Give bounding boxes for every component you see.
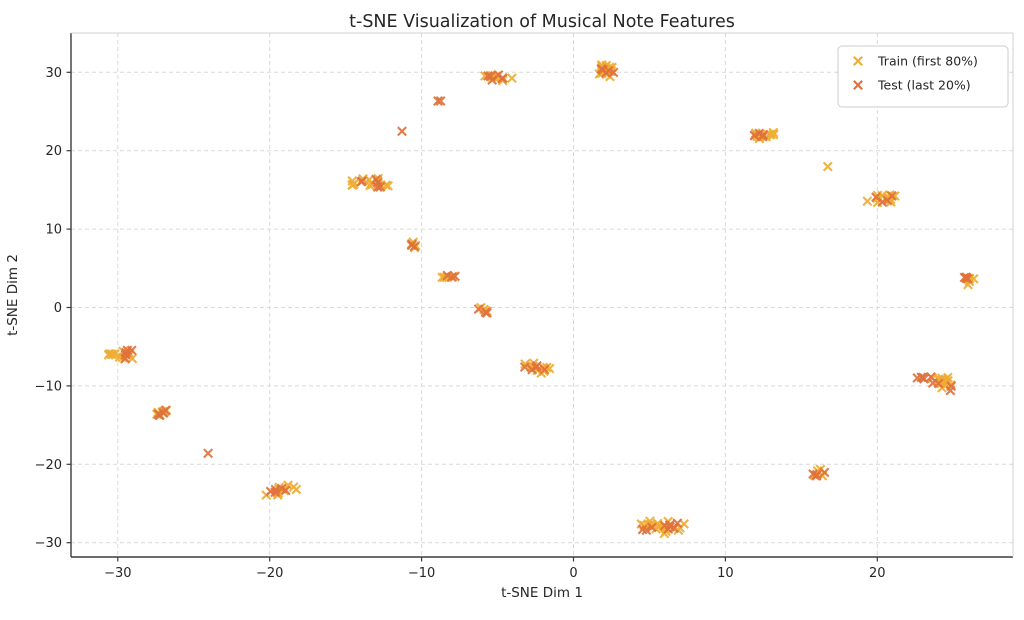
test-marker — [672, 518, 683, 529]
train-marker — [106, 349, 117, 360]
train-marker — [348, 179, 359, 190]
test-marker — [519, 362, 530, 373]
test-marker — [946, 381, 957, 392]
axes-spines — [70, 32, 1014, 558]
test-marker — [120, 353, 131, 364]
test-marker — [819, 467, 830, 478]
train-series — [103, 59, 979, 539]
y-tick-label: 30 — [45, 66, 62, 81]
axis-tick-labels: −30 −20 −10 0 10 20 30 20 10 0 −10 −20 −30 — [35, 66, 886, 581]
x-tick-label: −10 — [408, 566, 435, 581]
train-marker — [104, 348, 115, 359]
train-marker — [506, 73, 517, 84]
train-marker — [288, 482, 299, 493]
test-marker — [442, 270, 453, 281]
test-marker — [669, 523, 680, 534]
train-marker — [862, 196, 873, 207]
test-marker — [433, 96, 443, 106]
x-tick-label: 20 — [869, 566, 886, 581]
legend-train-marker-icon — [853, 56, 863, 66]
test-marker — [372, 182, 383, 192]
train-marker — [942, 372, 953, 383]
legend: Train (first 80%) Test (last 20%) — [837, 45, 1009, 108]
test-marker — [473, 304, 484, 315]
test-marker — [637, 524, 648, 535]
test-marker — [126, 345, 137, 356]
legend-train-label: Train (first 80%) — [877, 54, 978, 69]
train-marker — [768, 129, 779, 140]
legend-box — [837, 45, 1009, 108]
y-tick-label: −10 — [35, 379, 62, 394]
test-marker — [487, 75, 498, 86]
test-series — [120, 64, 973, 536]
test-marker — [871, 192, 881, 203]
test-marker — [539, 364, 550, 375]
test-marker — [407, 239, 418, 250]
test-marker — [276, 483, 287, 494]
test-marker — [375, 182, 386, 192]
gridlines — [71, 33, 1013, 557]
test-marker — [435, 95, 446, 106]
x-tick-label: −20 — [256, 566, 283, 581]
x-axis-label: t-SNE Dim 1 — [501, 585, 583, 601]
train-marker — [383, 180, 394, 191]
test-marker — [120, 349, 131, 360]
test-marker — [961, 273, 972, 284]
test-marker — [916, 372, 927, 383]
y-tick-label: 20 — [45, 144, 62, 159]
test-marker — [646, 522, 657, 533]
test-marker — [749, 130, 760, 141]
test-marker — [270, 487, 281, 498]
y-tick-label: −30 — [35, 536, 62, 551]
y-tick-label: −20 — [35, 458, 62, 473]
test-marker — [608, 67, 619, 78]
test-marker — [357, 176, 368, 187]
x-tick-label: 0 — [569, 566, 577, 581]
legend-test-marker-icon — [853, 80, 863, 90]
test-marker — [933, 378, 944, 389]
test-marker — [481, 307, 492, 318]
y-tick-label: 0 — [54, 301, 62, 316]
train-marker — [822, 161, 833, 172]
test-marker — [203, 448, 214, 459]
chart-title: t-SNE Visualization of Musical Note Feat… — [349, 12, 735, 32]
test-marker — [882, 195, 893, 206]
y-axis-label: t-SNE Dim 2 — [5, 254, 21, 336]
test-marker — [397, 126, 407, 137]
test-marker — [497, 72, 508, 83]
train-marker — [283, 480, 293, 491]
axis-ticks — [66, 71, 878, 562]
x-tick-label: 10 — [717, 566, 734, 581]
test-marker — [450, 271, 460, 282]
test-marker — [530, 362, 541, 373]
x-tick-label: −30 — [104, 566, 131, 581]
test-marker — [808, 469, 819, 480]
test-marker — [160, 405, 171, 416]
y-tick-label: 10 — [45, 223, 62, 238]
legend-test-label: Test (last 20%) — [877, 78, 971, 93]
test-marker — [153, 409, 164, 420]
